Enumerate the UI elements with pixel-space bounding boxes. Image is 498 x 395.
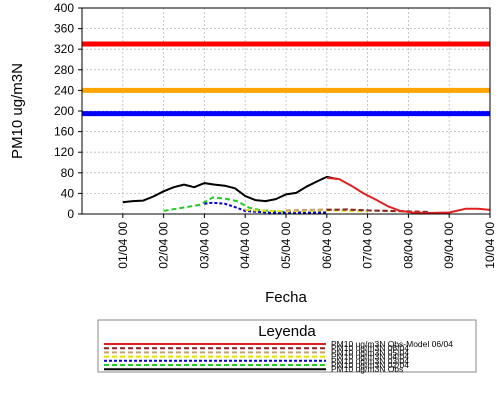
legend-frame (97, 319, 477, 373)
legend-label-0: PM10 ug/m3N Obs-Model 06/04 (331, 339, 453, 349)
series-line-2 (285, 208, 409, 213)
legend-label-1: PM10 ug/m3N 06/04 (331, 343, 409, 353)
y-tick-label-6: 240 (54, 83, 74, 97)
series-line-3 (245, 208, 368, 213)
y-tick-label-3: 120 (54, 145, 74, 159)
series-line-5 (163, 196, 287, 213)
series-line-1 (326, 208, 429, 213)
x-axis-ticks: 01/04 00 02/04 00 03/04 00 04/04 00 05/04 00… (116, 214, 497, 269)
y-tick-label-0: 0 (67, 207, 74, 221)
threshold-lines (82, 41, 490, 117)
legend-label-6: PM10 ug/m3N Obs (331, 364, 403, 374)
y-tick-label-9: 360 (54, 22, 74, 36)
legend-label-2: PM10 ug/m3N 05/04 (331, 347, 409, 357)
legend-label-4: PM10 ug/m3N 03/04 (331, 356, 409, 366)
x-tick-label-7: 08/04 00 (401, 222, 415, 269)
legend: Leyenda PM10 ug/m3N Obs-Model 06/04PM10 … (97, 319, 477, 374)
grid (82, 7, 491, 215)
y-tick-label-1: 40 (61, 186, 75, 200)
y-axis-title: PM10 ug/m3N (9, 63, 26, 159)
legend-label-3: PM10 ug/m3N 04/04 (331, 352, 409, 362)
x-tick-label-9: 10/04 00 (483, 222, 497, 269)
y-tick-label-10: 400 (54, 1, 74, 15)
legend-title: Leyenda (258, 323, 316, 340)
series-line-6 (122, 175, 338, 204)
x-axis-title: Fecha (265, 289, 307, 306)
legend-label-5: PM10 ug/m3N 02/04 (331, 360, 409, 370)
y-tick-label-5: 200 (54, 104, 74, 118)
x-tick-label-3: 04/04 00 (238, 222, 252, 269)
series-lines (122, 175, 491, 214)
y-tick-label-4: 160 (54, 125, 74, 139)
series-line-0 (326, 176, 491, 214)
x-tick-label-4: 05/04 00 (279, 222, 293, 269)
x-tick-label-0: 01/04 00 (116, 222, 130, 269)
x-tick-label-1: 02/04 00 (157, 222, 171, 269)
x-tick-label-5: 06/04 00 (320, 222, 334, 269)
y-tick-label-7: 280 (54, 63, 74, 77)
x-tick-label-6: 07/04 00 (361, 222, 375, 269)
y-tick-label-8: 320 (54, 42, 74, 56)
x-tick-label-2: 03/04 00 (197, 222, 211, 269)
x-tick-label-8: 09/04 00 (442, 222, 456, 269)
y-tick-label-2: 80 (61, 166, 75, 180)
y-axis-ticks: 0 40 80 120 160 200 240 280 320 360 400 (54, 1, 82, 221)
